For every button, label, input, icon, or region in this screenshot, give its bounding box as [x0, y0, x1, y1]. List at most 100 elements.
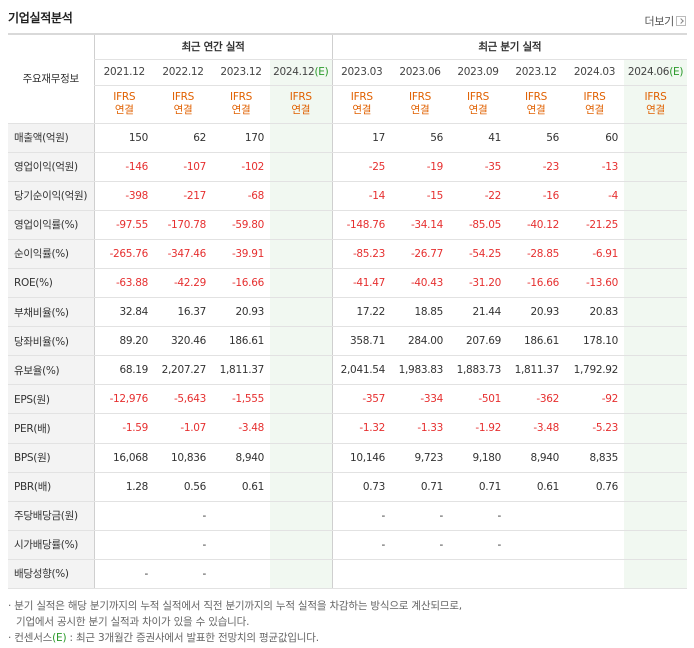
- financial-table: 주요재무정보 최근 연간 실적 최근 분기 실적 2021.12 2022.12 2…: [8, 33, 687, 590]
- table-cell: 9,180: [449, 443, 507, 473]
- table-cell: [624, 297, 687, 328]
- table-cell: [270, 123, 332, 153]
- table-row: 시가배당률(%) - - - -: [8, 530, 687, 560]
- table-row: 영업이익률(%) -97.55 -170.78 -59.80 -148.76 -34.14…: [8, 210, 687, 240]
- table-cell: -42.29: [154, 268, 212, 299]
- table-cell: [212, 501, 270, 531]
- table-cell: [270, 268, 332, 299]
- table-row: PER(배) -1.59 -1.07 -3.48 -1.32 -1.33 -1.92 -3.4…: [8, 413, 687, 444]
- estimate-mark: (E): [314, 66, 329, 78]
- table-cell: 68.19: [93, 355, 154, 386]
- table-cell: 0.61: [212, 472, 270, 502]
- row-label: ROE(%): [8, 268, 94, 299]
- ifrs-header: IFRS 연결: [449, 85, 507, 124]
- table-cell: 1.28: [93, 472, 154, 502]
- table-cell: -: [449, 530, 507, 560]
- row-label: 부채비율(%): [8, 297, 94, 328]
- table-cell: -6.91: [565, 239, 624, 269]
- table-cell: 20.93: [212, 297, 270, 328]
- estimate-mark: (E): [669, 66, 684, 78]
- table-cell: 0.71: [449, 472, 507, 502]
- table-cell: -16.66: [507, 268, 565, 299]
- table-cell: 2,041.54: [331, 355, 391, 386]
- table-cell: -13.60: [565, 268, 624, 299]
- table-cell: [624, 472, 687, 502]
- table-cell: 8,835: [565, 443, 624, 473]
- table-cell: 41: [449, 123, 507, 153]
- table-cell: [624, 355, 687, 386]
- table-cell: [624, 326, 687, 357]
- table-cell: -19: [391, 152, 449, 182]
- table-cell: -16.66: [212, 268, 270, 299]
- table-cell: -34.14: [391, 210, 449, 240]
- table-row: 배당성향(%) - -: [8, 559, 687, 590]
- table-cell: -: [391, 530, 449, 560]
- table-cell: 17: [331, 123, 391, 153]
- row-header-label: 주요재무정보: [8, 34, 94, 124]
- table-cell: -: [449, 501, 507, 531]
- row-label: PBR(배): [8, 472, 94, 502]
- table-cell: -68: [212, 181, 270, 211]
- table-cell: 89.20: [93, 326, 154, 357]
- table-row: 매출액(억원) 150 62 170 17 56 41 56 60: [8, 123, 687, 153]
- table-cell: -22: [449, 181, 507, 211]
- table-cell: -: [93, 559, 154, 590]
- table-cell: -1.32: [331, 413, 391, 444]
- table-cell: 0.76: [565, 472, 624, 502]
- table-cell: -25: [331, 152, 391, 182]
- row-label: 배당성향(%): [8, 559, 94, 590]
- ifrs-header: IFRS 연결: [507, 85, 565, 124]
- table-cell: 9,723: [391, 443, 449, 473]
- table-cell: 16,068: [93, 443, 154, 473]
- table-cell: [507, 530, 565, 560]
- table-cell: 56: [507, 123, 565, 153]
- period-header: 2023.06: [391, 59, 449, 86]
- table-cell: -148.76: [331, 210, 391, 240]
- table-cell: -35: [449, 152, 507, 182]
- table-cell: -217: [154, 181, 212, 211]
- table-cell: -1.59: [93, 413, 154, 444]
- table-cell: 1,811.37: [212, 355, 270, 386]
- table-cell: -26.77: [391, 239, 449, 269]
- table-cell: -21.25: [565, 210, 624, 240]
- table-cell: -: [331, 530, 391, 560]
- table-cell: -15: [391, 181, 449, 211]
- table-cell: -: [331, 501, 391, 531]
- table-cell: [565, 530, 624, 560]
- table-cell: [624, 443, 687, 473]
- table-cell: [270, 326, 332, 357]
- ifrs-header: IFRS 연결: [270, 85, 332, 124]
- table-cell: [565, 559, 624, 590]
- table-cell: [270, 181, 332, 211]
- table-cell: 17.22: [331, 297, 391, 328]
- table-cell: [331, 559, 391, 590]
- table-cell: -40.43: [391, 268, 449, 299]
- table-cell: 0.73: [331, 472, 391, 502]
- more-label: 더보기: [644, 15, 675, 28]
- table-cell: [624, 152, 687, 182]
- table-row: 영업이익(억원) -146 -107 -102 -25 -19 -35 -23 -13: [8, 152, 687, 182]
- table-cell: -398: [93, 181, 154, 211]
- group-quarterly: 최근 분기 실적: [331, 34, 687, 60]
- table-cell: [624, 210, 687, 240]
- ifrs-header: IFRS 연결: [154, 85, 212, 124]
- table-cell: [270, 559, 332, 590]
- table-cell: -31.20: [449, 268, 507, 299]
- table-cell: 62: [154, 123, 212, 153]
- table-cell: [270, 472, 332, 502]
- table-cell: -: [154, 559, 212, 590]
- table-cell: -1.33: [391, 413, 449, 444]
- row-label: PER(배): [8, 413, 94, 444]
- ifrs-header: IFRS 연결: [565, 85, 624, 124]
- row-label: 주당배당금(원): [8, 501, 94, 531]
- table-cell: [212, 559, 270, 590]
- table-row: 유보율(%) 68.19 2,207.27 1,811.37 2,041.54 1,983…: [8, 355, 687, 386]
- row-label: BPS(원): [8, 443, 94, 473]
- table-cell: [270, 355, 332, 386]
- table-cell: -357: [331, 384, 391, 415]
- more-link[interactable]: 더보기: [645, 13, 686, 29]
- table-cell: 18.85: [391, 297, 449, 328]
- row-label: 시가배당률(%): [8, 530, 94, 560]
- table-cell: -28.85: [507, 239, 565, 269]
- period-header: 2023.03: [331, 59, 391, 86]
